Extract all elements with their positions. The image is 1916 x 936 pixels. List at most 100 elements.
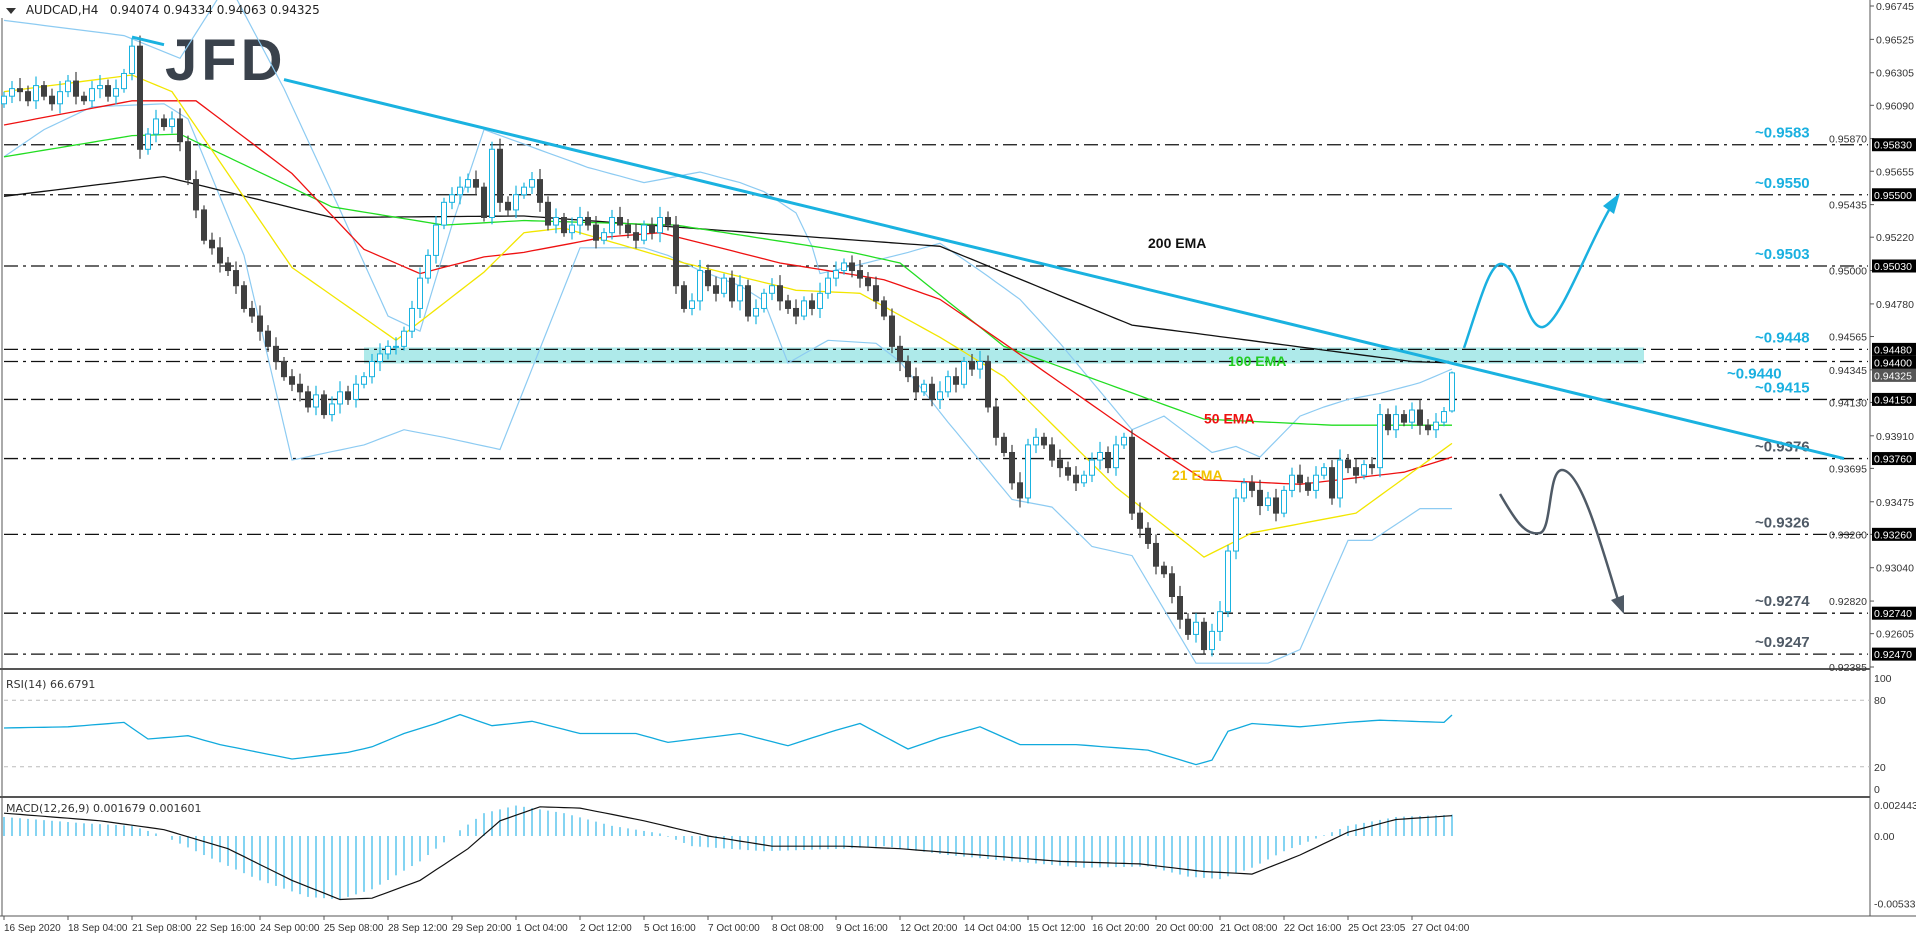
bearish-candle	[809, 300, 815, 309]
bearish-candle	[713, 285, 719, 294]
time-tick-label: 2 Oct 12:00	[580, 923, 632, 934]
bearish-candle	[105, 85, 111, 97]
bearish-candle	[865, 277, 871, 287]
bullish-candle	[1097, 451, 1103, 461]
bearish-candle	[1257, 489, 1263, 507]
price-tick-label: 0.96305	[1876, 68, 1914, 80]
bullish-candle	[377, 353, 383, 363]
price-level-box	[1872, 606, 1916, 620]
bearish-candle	[793, 307, 799, 317]
price-tick-label: 0.94565	[1829, 332, 1867, 344]
time-tick-label: 15 Oct 12:00	[1028, 923, 1086, 934]
macd-title: MACD(12,26,9) 0.001679 0.001601	[6, 802, 202, 815]
price-tick-label: 0.96090	[1876, 100, 1914, 112]
price-level-box-label: 0.94400	[1874, 357, 1912, 369]
time-tick-label: 1 Oct 04:00	[516, 923, 568, 934]
bullish-candle	[145, 133, 151, 150]
time-tick-label: 18 Sep 04:00	[68, 923, 128, 934]
price-level-box	[1872, 188, 1916, 202]
level-label: ~0.9448	[1755, 329, 1810, 346]
macd-signal-line	[3, 806, 1453, 901]
bullish-candle	[945, 376, 951, 393]
price-level-box	[1872, 527, 1916, 541]
rsi-title: RSI(14) 66.6791	[6, 678, 96, 691]
price-tick-label: 0.96525	[1876, 34, 1914, 46]
bullish-candle	[1233, 497, 1239, 552]
bearish-candle	[25, 91, 31, 102]
bullish-candle	[1409, 409, 1415, 423]
bullish-candle	[553, 216, 559, 226]
bearish-candle	[1353, 467, 1359, 476]
price-tick-label: 0.94780	[1876, 299, 1914, 311]
bearish-candle	[137, 45, 143, 150]
bearish-candle	[673, 224, 679, 287]
bearish-candle	[625, 224, 631, 234]
time-tick-label: 27 Oct 04:00	[1412, 923, 1470, 934]
price-tick-label: 0.93475	[1876, 497, 1914, 509]
price-tick-label: 0.93040	[1876, 563, 1914, 575]
bullish-candle	[569, 224, 575, 234]
dropdown-triangle-icon[interactable]	[6, 7, 16, 14]
bearish-candle	[745, 285, 751, 317]
price-level-box	[1872, 138, 1916, 152]
bearish-candle	[633, 232, 639, 241]
price-level-box-label: 0.92740	[1874, 608, 1912, 620]
ema-line-200-ema	[3, 175, 1453, 364]
bearish-candle	[81, 95, 87, 102]
bearish-candle	[1185, 618, 1191, 635]
ema-label: 50 EMA	[1204, 411, 1255, 427]
bullish-candle	[449, 194, 455, 203]
bullish-candle	[761, 292, 767, 309]
bearish-candle	[505, 201, 511, 211]
bullish-candle	[9, 88, 15, 97]
bearish-candle	[273, 345, 279, 363]
bullish-candle	[1193, 621, 1199, 635]
bullish-candle	[1241, 482, 1247, 499]
bullish-candle	[313, 394, 319, 408]
bullish-candle	[833, 270, 839, 279]
bearish-candle	[729, 277, 735, 302]
price-tick-label: 0.95655	[1876, 166, 1914, 178]
bullish-candle	[521, 186, 527, 196]
time-tick-label: 14 Oct 04:00	[964, 923, 1022, 934]
bearish-candle	[1153, 542, 1159, 567]
bullish-candle	[841, 262, 847, 272]
ema-line-50-ema	[3, 100, 1453, 485]
bearish-candle	[17, 88, 23, 93]
bearish-candle	[1369, 464, 1375, 469]
bearish-candle	[497, 148, 503, 203]
bearish-candle	[881, 300, 887, 317]
price-level-box-label: 0.94480	[1874, 344, 1912, 356]
time-tick-label: 22 Oct 16:00	[1284, 923, 1342, 934]
bearish-candle	[1057, 459, 1063, 469]
bearish-candle	[1385, 414, 1391, 431]
bullish-candle	[329, 403, 335, 416]
price-tick-label: 0.93695	[1829, 463, 1867, 475]
bullish-candle	[1313, 474, 1319, 491]
bullish-candle	[817, 292, 823, 309]
bullish-candle	[129, 45, 135, 74]
price-tick-label: 0.92605	[1876, 629, 1914, 641]
bearish-candle	[73, 80, 79, 97]
bearish-candle	[561, 216, 567, 234]
price-level-box	[1872, 259, 1916, 273]
bullish-candle	[385, 345, 391, 355]
bullish-candle	[1225, 550, 1231, 613]
bearish-candle	[1041, 436, 1047, 446]
bearish-candle	[665, 216, 671, 226]
symbol-label: AUDCAD,H4	[25, 3, 99, 17]
level-label: ~0.9415	[1755, 379, 1810, 396]
bearish-candle	[953, 376, 959, 385]
level-label: ~0.9274	[1755, 593, 1810, 610]
bullish-candle	[977, 361, 983, 370]
price-tick-label: 0.96745	[1876, 1, 1914, 13]
bearish-candle	[257, 315, 263, 332]
ema-label: 200 EMA	[1148, 235, 1206, 251]
bearish-candle	[1417, 409, 1423, 426]
bollinger-lower-band	[3, 103, 1452, 664]
price-level-box-label: 0.94150	[1874, 394, 1912, 406]
bullish-candle	[97, 85, 103, 90]
bullish-candle	[697, 270, 703, 302]
bearish-candle	[1297, 474, 1303, 484]
price-level-box	[1872, 647, 1916, 661]
